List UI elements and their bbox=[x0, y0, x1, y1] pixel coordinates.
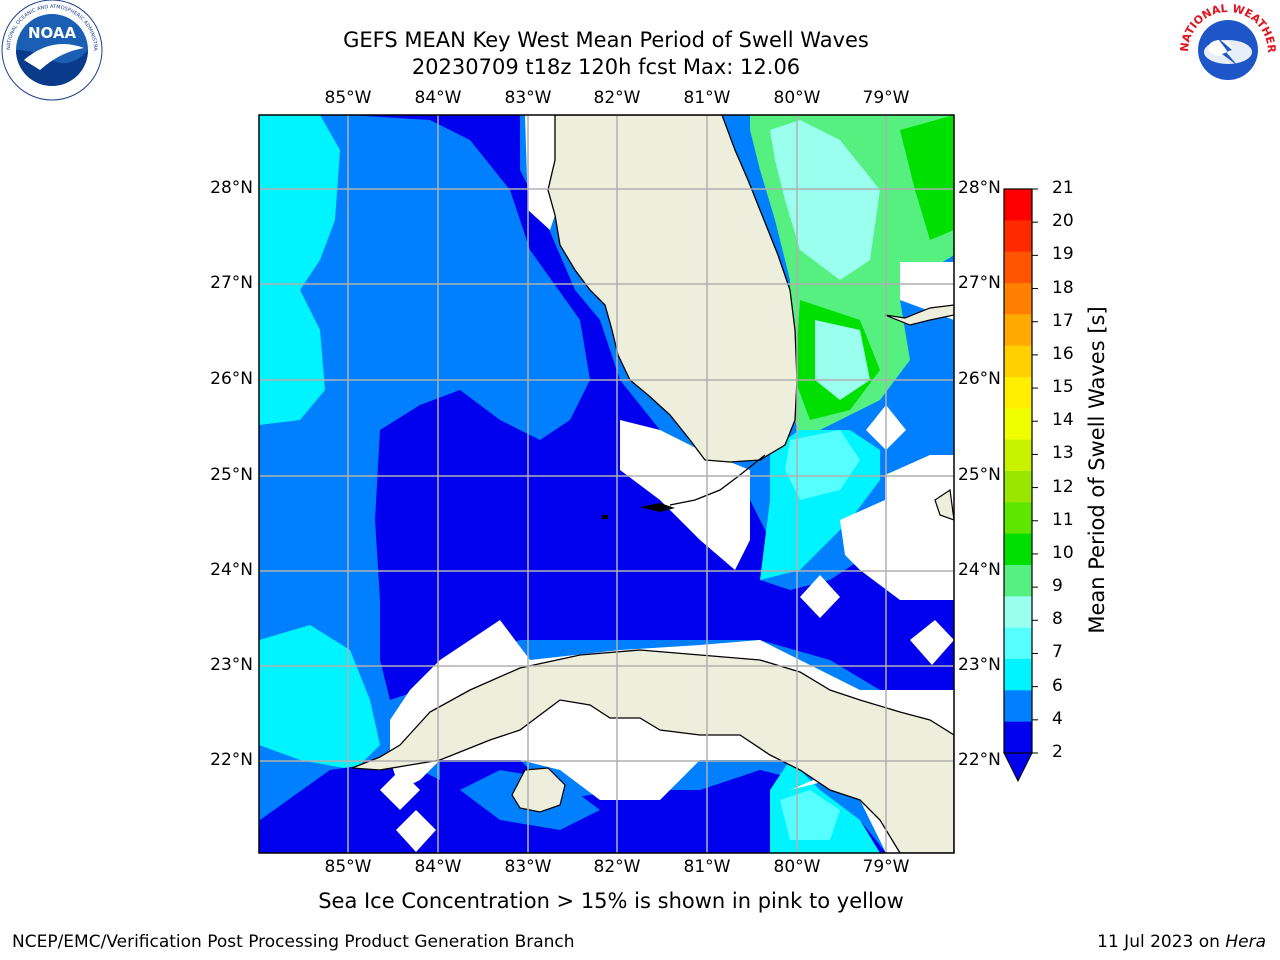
colorbar-segment bbox=[1004, 690, 1032, 723]
colorbar-tick-label: 7 bbox=[1052, 642, 1063, 663]
lat-label-left: 26°N bbox=[210, 369, 253, 389]
field-south-cyan2 bbox=[780, 790, 840, 840]
chart-title: GEFS MEAN Key West Mean Period of Swell … bbox=[343, 28, 869, 52]
colorbar-tick-label: 15 bbox=[1052, 377, 1074, 398]
colorbar-tick-label: 6 bbox=[1052, 675, 1063, 696]
colorbar-tick-label: 4 bbox=[1052, 708, 1063, 729]
sea-ice-note: Sea Ice Concentration > 15% is shown in … bbox=[318, 889, 904, 913]
colorbar-tick-label: 16 bbox=[1052, 343, 1074, 364]
lat-label-left: 27°N bbox=[210, 273, 253, 293]
lat-label-right: 24°N bbox=[958, 560, 1001, 580]
lat-label-left: 23°N bbox=[210, 655, 253, 675]
colorbar-segment bbox=[1004, 377, 1032, 409]
nws-logo: NATIONAL WEATHER SERVICE bbox=[1176, 0, 1278, 98]
colorbar-tick-label: 13 bbox=[1052, 443, 1074, 464]
lat-label-left: 24°N bbox=[210, 560, 253, 580]
colorbar-segment bbox=[1004, 251, 1032, 284]
lon-label-top: 81°W bbox=[683, 88, 731, 108]
lon-label-top: 85°W bbox=[324, 88, 372, 108]
footer-credit: NCEP/EMC/Verification Post Processing Pr… bbox=[12, 932, 575, 952]
land-cuba bbox=[351, 649, 954, 853]
colorbar-tick-label: 14 bbox=[1052, 410, 1074, 431]
colorbar-segment bbox=[1004, 220, 1032, 253]
lon-label-top: 80°W bbox=[773, 88, 821, 108]
lon-label-bottom: 82°W bbox=[593, 857, 641, 877]
colorbar-tick-label: 19 bbox=[1052, 244, 1074, 265]
lat-label-left: 28°N bbox=[210, 178, 253, 198]
lat-label-right: 22°N bbox=[958, 750, 1001, 770]
lat-label-right: 23°N bbox=[958, 655, 1001, 675]
lon-label-bottom: 83°W bbox=[504, 857, 552, 877]
colorbar-segment bbox=[1004, 314, 1032, 347]
chart-subtitle: 20230709 t18z 120h fcst Max: 12.06 bbox=[411, 55, 801, 79]
colorbar-title: Mean Period of Swell Waves [s] bbox=[1085, 306, 1109, 634]
colorbar-tick-label: 21 bbox=[1052, 178, 1074, 198]
lon-label-bottom: 80°W bbox=[773, 857, 821, 877]
mask-white-ne bbox=[900, 262, 954, 320]
colorbar-segment bbox=[1004, 408, 1032, 441]
colorbar-tick-label: 20 bbox=[1052, 211, 1074, 232]
colorbar-segment bbox=[1004, 345, 1032, 378]
colorbar-segment bbox=[1004, 502, 1032, 535]
colorbar-segment bbox=[1004, 659, 1032, 691]
colorbar-tick-label: 11 bbox=[1052, 509, 1074, 530]
lon-label-top: 79°W bbox=[862, 88, 910, 108]
mask-white-8 bbox=[380, 770, 420, 810]
mask-white-7 bbox=[396, 810, 436, 852]
land-bahamas bbox=[884, 304, 954, 326]
colorbar-tick-label: 2 bbox=[1052, 742, 1063, 762]
field-straits-lightcyan bbox=[785, 430, 860, 500]
footer-date-text: 11 Jul 2023 on bbox=[1097, 932, 1220, 952]
colorbar-segment bbox=[1004, 471, 1032, 503]
colorbar-frame bbox=[1003, 188, 1033, 754]
colorbar-segment bbox=[1004, 596, 1032, 629]
field-dark-blue bbox=[350, 115, 954, 700]
lat-label-left: 25°N bbox=[210, 465, 253, 485]
colorbar-segment bbox=[1004, 283, 1032, 315]
noaa-logo: NOAA NATIONAL OCEANIC AND ATMOSPHERIC AD… bbox=[0, 0, 103, 101]
land-bahamas-2 bbox=[934, 488, 954, 521]
colorbar-segment bbox=[1004, 721, 1032, 754]
colorbar-segment bbox=[1004, 565, 1032, 597]
lat-label-right: 26°N bbox=[958, 369, 1001, 389]
land-isla-juventud bbox=[511, 767, 566, 813]
colorbar-segment bbox=[1004, 189, 1032, 221]
lat-label-right: 27°N bbox=[958, 273, 1001, 293]
mask-white-4 bbox=[800, 575, 840, 618]
lon-label-top: 84°W bbox=[414, 88, 462, 108]
field-east-lightgreen bbox=[900, 115, 954, 240]
map-frame bbox=[258, 114, 955, 854]
colorbar-tick-label: 10 bbox=[1052, 542, 1074, 563]
land-florida bbox=[547, 115, 798, 463]
colorbar-tick-label: 17 bbox=[1052, 310, 1074, 331]
mask-white-2 bbox=[840, 455, 954, 600]
noaa-logo-text: NOAA bbox=[28, 24, 77, 42]
land-keys-islets bbox=[602, 503, 675, 519]
land-florida-keys bbox=[669, 454, 766, 506]
mask-white-5 bbox=[910, 620, 954, 665]
lon-label-bottom: 84°W bbox=[414, 857, 462, 877]
field-west-cyan bbox=[259, 115, 340, 425]
colorbar-tick-label: 18 bbox=[1052, 277, 1074, 298]
lon-label-bottom: 81°W bbox=[683, 857, 731, 877]
graticule bbox=[259, 115, 954, 853]
lon-label-bottom: 85°W bbox=[324, 857, 372, 877]
lon-label-bottom: 79°W bbox=[862, 857, 910, 877]
colorbar-tick-label: 12 bbox=[1052, 476, 1074, 497]
footer-host: Hera bbox=[1225, 932, 1266, 952]
lon-label-top: 83°W bbox=[504, 88, 552, 108]
lat-label-left: 22°N bbox=[210, 750, 253, 770]
colorbar bbox=[1004, 188, 1038, 754]
colorbar-tick-label: 9 bbox=[1052, 576, 1063, 597]
colorbar-segment bbox=[1004, 627, 1032, 660]
colorbar-segment bbox=[1004, 439, 1032, 472]
footer-date: 11 Jul 2023 on Hera bbox=[1097, 932, 1266, 952]
lat-label-right: 28°N bbox=[958, 178, 1001, 198]
field-sw-cyan bbox=[259, 625, 380, 770]
lat-label-right: 25°N bbox=[958, 465, 1001, 485]
lon-label-top: 82°W bbox=[593, 88, 641, 108]
colorbar-segment bbox=[1004, 533, 1032, 566]
colorbar-tick-label: 8 bbox=[1052, 609, 1063, 630]
